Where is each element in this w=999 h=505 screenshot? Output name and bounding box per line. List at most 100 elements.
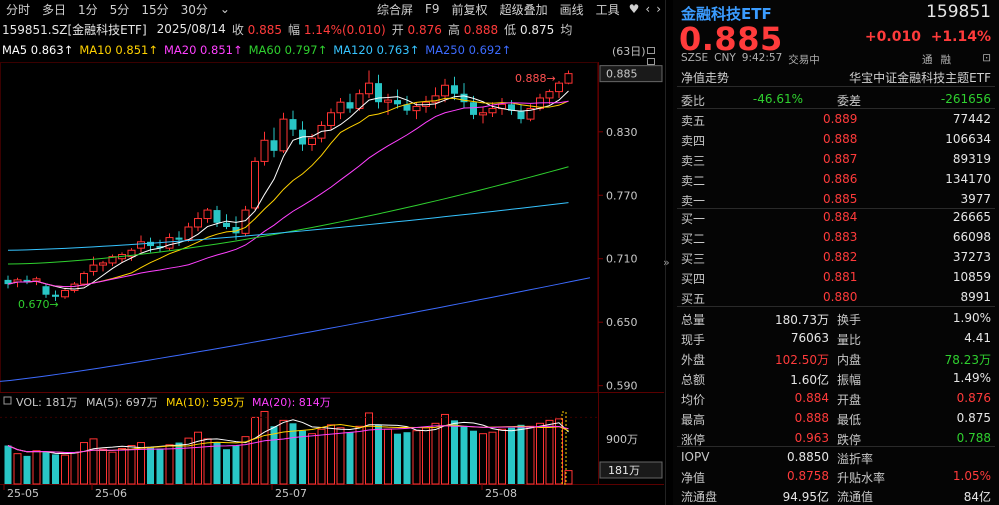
candle-body-up [308, 137, 316, 145]
volume-bar-up [327, 424, 335, 485]
candle-body-up [61, 289, 69, 298]
price-axis-label: 0.590 [606, 380, 638, 393]
ma60-line [7, 166, 569, 265]
quote-info-bar: 159851.SZ[金融科技ETF] 2025/08/14 收 0.885 幅 … [0, 19, 664, 39]
volume-bar-up [317, 428, 326, 485]
candle-body-down [147, 241, 154, 247]
chart-toolbar: 分时 多日 1分 5分 15分 30分 ⌄ 综合屏 F9 前复权 超级叠加 画线… [0, 0, 664, 18]
price-change: +0.010 +1.14% [864, 29, 991, 45]
fund-stat-row: 流通盘 94.95亿 流通值 84亿 [681, 490, 991, 504]
vol-ma20-label: MA(20): 814万 [252, 396, 331, 409]
price-pane-frame [0, 62, 598, 393]
candle-body-up [412, 105, 421, 112]
volume-bar-up [365, 412, 373, 485]
ma60-value: MA60 0.797↑ [248, 43, 328, 57]
cycle-label[interactable]: (63日) [612, 45, 646, 58]
margin-tags: 通融 [922, 54, 951, 66]
price-axis-label: 0.650 [606, 316, 638, 329]
prev-arrow-icon[interactable]: ‹ [645, 2, 651, 16]
vol-ma10-label: MA(10): 595万 [166, 396, 245, 409]
quote-panel: 金融科技ETF 159851 0.885 +0.010 +1.14% SZSE C… [673, 0, 999, 505]
expand-icon[interactable]: ⊡ [982, 52, 991, 64]
volume-bar-down [394, 433, 401, 484]
candle-body-up [251, 160, 259, 209]
tab-30min[interactable]: 30分 [180, 2, 208, 17]
ma20-line [7, 100, 569, 288]
date-label: 2025/08/14 [156, 22, 226, 36]
price-axis-label: 0.710 [606, 253, 638, 266]
volume-bar-down [299, 430, 306, 484]
vol-ma5-line [7, 419, 569, 455]
candle-body-down [4, 279, 12, 285]
candle-body-up [336, 101, 345, 114]
tools-button[interactable]: 工具 [595, 2, 620, 17]
nav-trend-link[interactable]: 净值走势 [681, 71, 730, 85]
collapse-panel-icon[interactable]: » [663, 256, 670, 269]
price-axis-label: 0.885 [606, 68, 638, 81]
candle-body-up [327, 112, 335, 126]
candle-body-down [517, 110, 525, 120]
chart-setting-icon[interactable] [647, 58, 655, 65]
chart-setting-icon[interactable] [647, 47, 655, 54]
draw-line-button[interactable]: 画线 [559, 2, 584, 17]
current-vol-box [599, 461, 663, 479]
ma20-value: MA20 0.851↑ [163, 43, 243, 57]
tab-multi-day[interactable]: 多日 [42, 2, 67, 17]
volume-bar-up [108, 451, 117, 485]
volume-bar-up [99, 448, 107, 485]
ask-row: 卖一 0.885 3977 [681, 192, 991, 208]
low-marker: 0.670→ [18, 298, 59, 311]
tab-15min[interactable]: 15分 [141, 2, 169, 17]
candle-body-up [127, 249, 136, 258]
candle-body-up [441, 84, 449, 97]
volume-bar-up [545, 419, 554, 485]
candle-body-down [23, 279, 31, 282]
candle-body-down [223, 222, 230, 227]
composite-screen-button[interactable]: 综合屏 [376, 2, 413, 17]
high-label: 高 0.888 [447, 22, 499, 37]
next-arrow-icon[interactable]: › [656, 2, 661, 16]
volume-bar-down [223, 449, 230, 484]
candle-body-down [232, 227, 240, 234]
vol-ma5-label: MA(5): 697万 [86, 396, 158, 409]
date-label: 25-08 [485, 487, 517, 500]
candle-body-down [289, 119, 297, 130]
volume-bar-up [32, 450, 41, 485]
candle-body-down [375, 83, 382, 103]
volume-bar-down [147, 447, 154, 484]
ma120-value: MA120 0.763↑ [333, 43, 420, 57]
candle-body-up [545, 91, 554, 99]
stat-row: 现手 76063 量比 4.41 [681, 331, 991, 347]
candle-body-up [479, 112, 487, 116]
kline-chart[interactable]: 0.885 0.830 0.770 0.710 0.650 0.590 0.888→ 0.67… [0, 0, 664, 505]
volume-bar-down [270, 426, 278, 484]
amplitude-label: 幅 1.14%(0.010) [288, 22, 386, 37]
period-dropdown-icon[interactable]: ⌄ [219, 2, 230, 16]
ma10-value: MA10 0.851↑ [79, 43, 158, 57]
volume-bar-up [564, 470, 573, 485]
candle-body-up [564, 73, 573, 84]
price-axis-label: 0.830 [606, 126, 638, 139]
volume-bar-up [526, 425, 535, 485]
bid-row: 买三 0.882 37273 [681, 250, 991, 266]
super-overlay-button[interactable]: 超级叠加 [499, 2, 548, 17]
volume-bar-down [42, 452, 50, 484]
f9-button[interactable]: F9 [425, 2, 440, 16]
tab-intraday[interactable]: 分时 [6, 2, 31, 17]
volume-bar-up [194, 431, 202, 485]
volume-bar-up [308, 433, 316, 485]
volume-bar-down [403, 432, 411, 484]
candle-body-up [365, 82, 373, 95]
tab-5min[interactable]: 5分 [109, 2, 130, 17]
volume-bar-down [156, 448, 164, 484]
volume-bar-up [184, 437, 193, 485]
candle-body-down [508, 104, 515, 111]
tab-1min[interactable]: 1分 [78, 2, 98, 17]
last-price: 0.885 [679, 20, 783, 58]
fund-title[interactable]: 金融科技ETF [681, 5, 772, 23]
candle-body-up [555, 82, 563, 93]
candle-body-up [203, 209, 212, 220]
favorite-heart-icon[interactable]: ♥ [628, 2, 640, 16]
forward-adjust-button[interactable]: 前复权 [451, 2, 488, 17]
fund-stat-row: IOPV 0.8850 溢折率 [681, 450, 874, 466]
